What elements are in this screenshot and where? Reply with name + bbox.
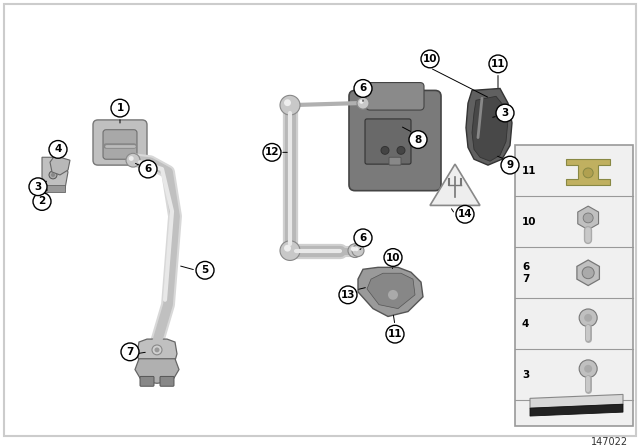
Text: 3: 3: [35, 182, 42, 192]
Polygon shape: [472, 96, 508, 161]
Polygon shape: [50, 155, 70, 175]
Circle shape: [111, 99, 129, 117]
Circle shape: [354, 229, 372, 247]
Circle shape: [579, 309, 597, 327]
Circle shape: [129, 156, 134, 161]
Text: 4: 4: [522, 319, 529, 329]
Circle shape: [154, 348, 159, 352]
FancyBboxPatch shape: [389, 157, 401, 165]
FancyBboxPatch shape: [515, 146, 633, 426]
Circle shape: [582, 267, 594, 279]
Polygon shape: [430, 164, 480, 206]
Text: 11: 11: [522, 166, 536, 176]
Text: 14: 14: [458, 209, 472, 219]
Text: 10: 10: [386, 253, 400, 263]
Circle shape: [280, 95, 300, 115]
Circle shape: [351, 246, 356, 251]
Circle shape: [354, 80, 372, 97]
Circle shape: [121, 343, 139, 361]
Circle shape: [409, 131, 427, 148]
Circle shape: [263, 143, 281, 161]
Circle shape: [33, 193, 51, 210]
Circle shape: [386, 325, 404, 343]
Circle shape: [584, 314, 592, 322]
Circle shape: [49, 171, 57, 179]
Circle shape: [357, 97, 369, 109]
Text: 13: 13: [340, 290, 355, 300]
Circle shape: [421, 50, 439, 68]
Text: 4: 4: [54, 144, 61, 155]
Circle shape: [196, 262, 214, 279]
Text: 9: 9: [506, 160, 513, 170]
Circle shape: [126, 153, 140, 167]
Circle shape: [584, 365, 592, 373]
FancyBboxPatch shape: [140, 376, 154, 386]
Circle shape: [579, 360, 597, 378]
Circle shape: [152, 345, 162, 355]
FancyBboxPatch shape: [349, 90, 441, 191]
FancyBboxPatch shape: [365, 119, 411, 164]
Circle shape: [489, 55, 507, 73]
Polygon shape: [578, 206, 598, 230]
Text: 3: 3: [501, 108, 509, 118]
FancyBboxPatch shape: [103, 130, 137, 159]
Text: 11: 11: [388, 329, 403, 339]
Polygon shape: [566, 159, 610, 185]
Text: 6
7: 6 7: [522, 262, 529, 284]
Circle shape: [496, 104, 514, 122]
Polygon shape: [367, 273, 415, 309]
Circle shape: [339, 286, 357, 304]
FancyBboxPatch shape: [93, 120, 147, 165]
Polygon shape: [42, 157, 68, 189]
Text: 11: 11: [491, 59, 505, 69]
Circle shape: [397, 146, 405, 154]
Text: 2: 2: [38, 197, 45, 207]
Circle shape: [49, 141, 67, 158]
Circle shape: [284, 245, 291, 252]
Text: 6: 6: [360, 233, 367, 243]
FancyBboxPatch shape: [160, 376, 174, 386]
Polygon shape: [42, 185, 65, 192]
Text: 12: 12: [265, 147, 279, 157]
FancyBboxPatch shape: [366, 82, 424, 110]
Circle shape: [352, 245, 364, 257]
Circle shape: [583, 213, 593, 223]
Text: 10: 10: [522, 217, 536, 227]
Polygon shape: [135, 359, 179, 383]
Polygon shape: [530, 404, 623, 416]
Circle shape: [501, 156, 519, 174]
Circle shape: [355, 247, 358, 251]
Polygon shape: [530, 394, 623, 408]
Circle shape: [383, 285, 403, 305]
Circle shape: [51, 173, 55, 177]
Circle shape: [348, 244, 362, 258]
Text: 147022: 147022: [591, 437, 628, 448]
Circle shape: [360, 99, 364, 104]
Circle shape: [284, 99, 291, 106]
Polygon shape: [137, 339, 177, 371]
Circle shape: [388, 290, 398, 300]
Circle shape: [280, 241, 300, 260]
Circle shape: [456, 206, 474, 223]
Circle shape: [384, 249, 402, 267]
Polygon shape: [577, 260, 600, 285]
Circle shape: [381, 146, 389, 154]
Text: 10: 10: [423, 54, 437, 64]
Circle shape: [583, 168, 593, 178]
Text: 3: 3: [522, 370, 529, 379]
Text: 7: 7: [126, 347, 134, 357]
Text: 5: 5: [202, 265, 209, 275]
Circle shape: [29, 178, 47, 196]
Text: 6: 6: [360, 83, 367, 94]
Polygon shape: [466, 88, 512, 165]
Text: 6: 6: [145, 164, 152, 174]
Text: 8: 8: [414, 134, 422, 145]
Text: 1: 1: [116, 103, 124, 113]
Polygon shape: [358, 267, 423, 316]
Circle shape: [139, 160, 157, 178]
